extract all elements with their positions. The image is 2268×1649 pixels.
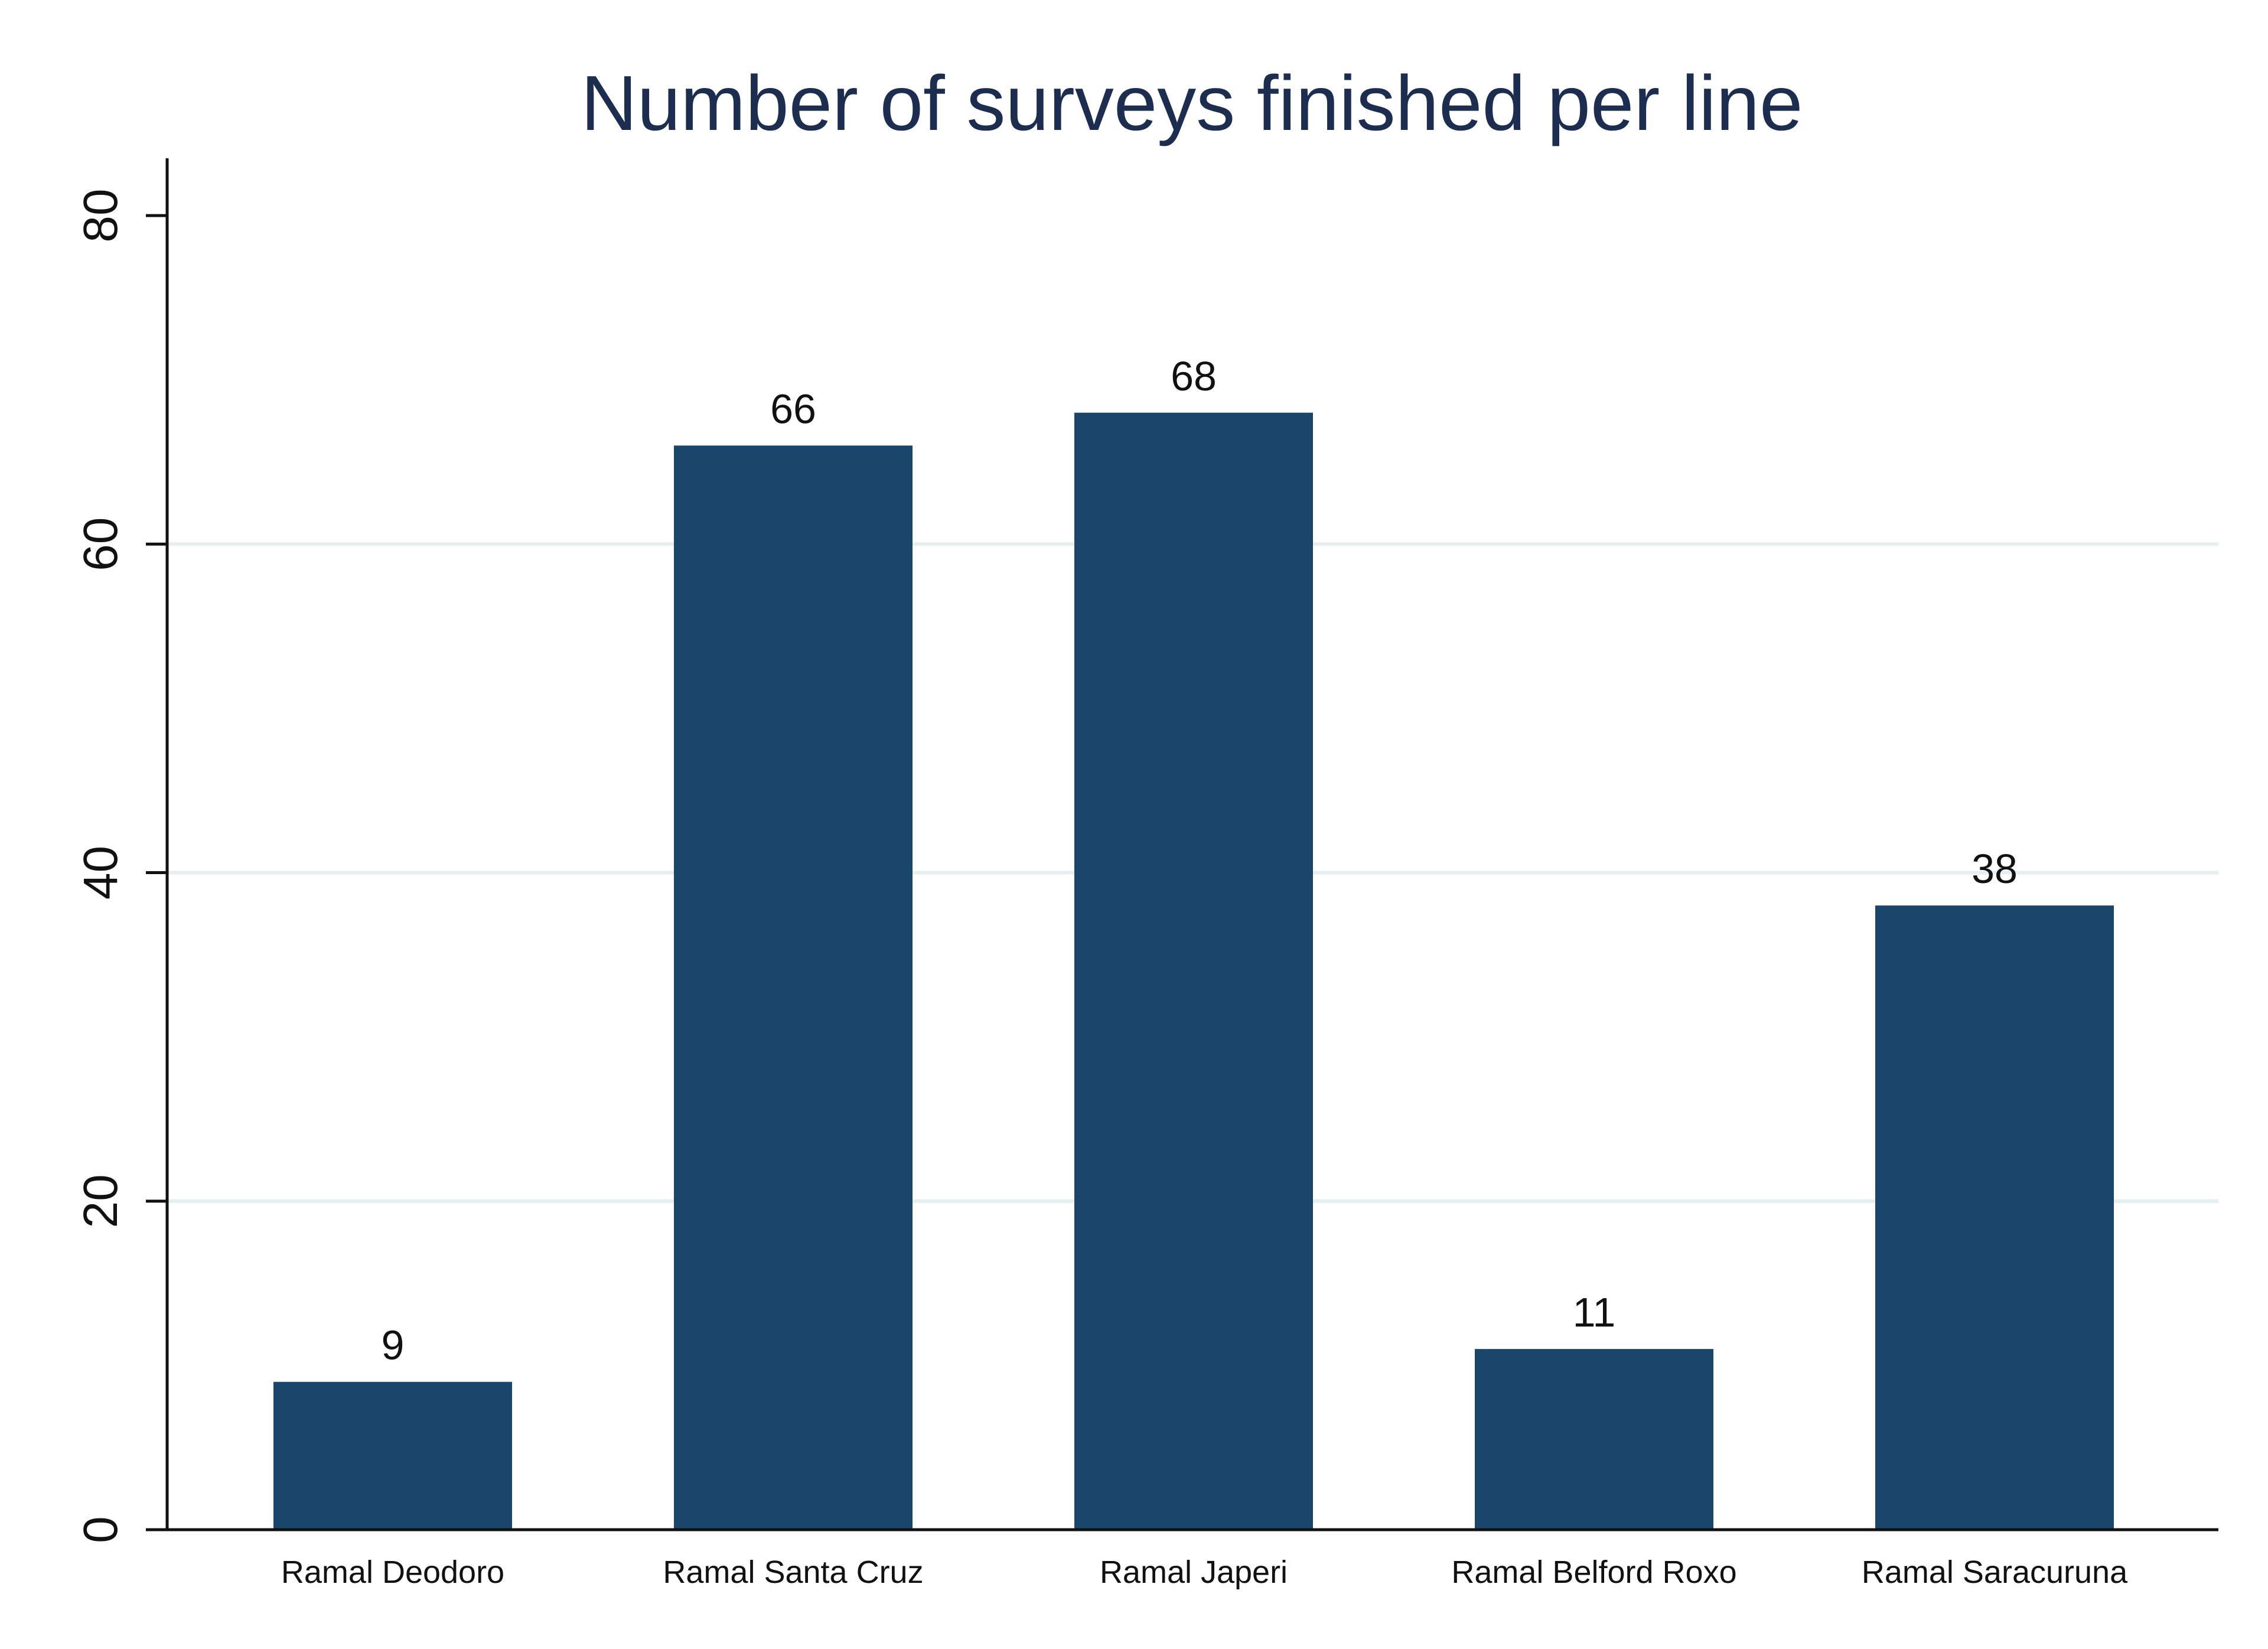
bar-2 <box>674 445 913 1530</box>
y-tick-label-60: 60 <box>74 517 128 571</box>
y-tick-label-20: 20 <box>74 1174 128 1228</box>
bar-5 <box>1875 905 2114 1530</box>
chart-title: Number of surveys finished per line <box>581 60 1803 146</box>
y-tick-label-40: 40 <box>74 846 128 900</box>
data-label-1: 9 <box>382 1322 405 1368</box>
data-label-4: 11 <box>1573 1289 1616 1335</box>
axes: Ramal Deodoro Ramal Santa Cruz Ramal Japer… <box>74 158 2218 1590</box>
y-tick-label-0: 0 <box>74 1516 128 1543</box>
y-tick-label-80: 80 <box>74 188 128 242</box>
bars <box>273 412 2114 1530</box>
data-label-2: 66 <box>770 386 816 432</box>
category-label-5: Ramal Saracuruna <box>1862 1555 2128 1590</box>
bar-4 <box>1475 1349 1713 1530</box>
data-labels: 9 66 68 11 38 <box>382 353 2018 1368</box>
category-label-1: Ramal Deodoro <box>281 1555 504 1590</box>
category-label-2: Ramal Santa Cruz <box>663 1555 923 1590</box>
bar-3 <box>1074 412 1313 1530</box>
bar-1 <box>273 1381 512 1530</box>
category-label-4: Ramal Belford Roxo <box>1451 1555 1736 1590</box>
data-label-3: 68 <box>1171 353 1217 399</box>
data-label-5: 38 <box>1972 846 2018 892</box>
category-label-3: Ramal Japeri <box>1100 1555 1288 1590</box>
